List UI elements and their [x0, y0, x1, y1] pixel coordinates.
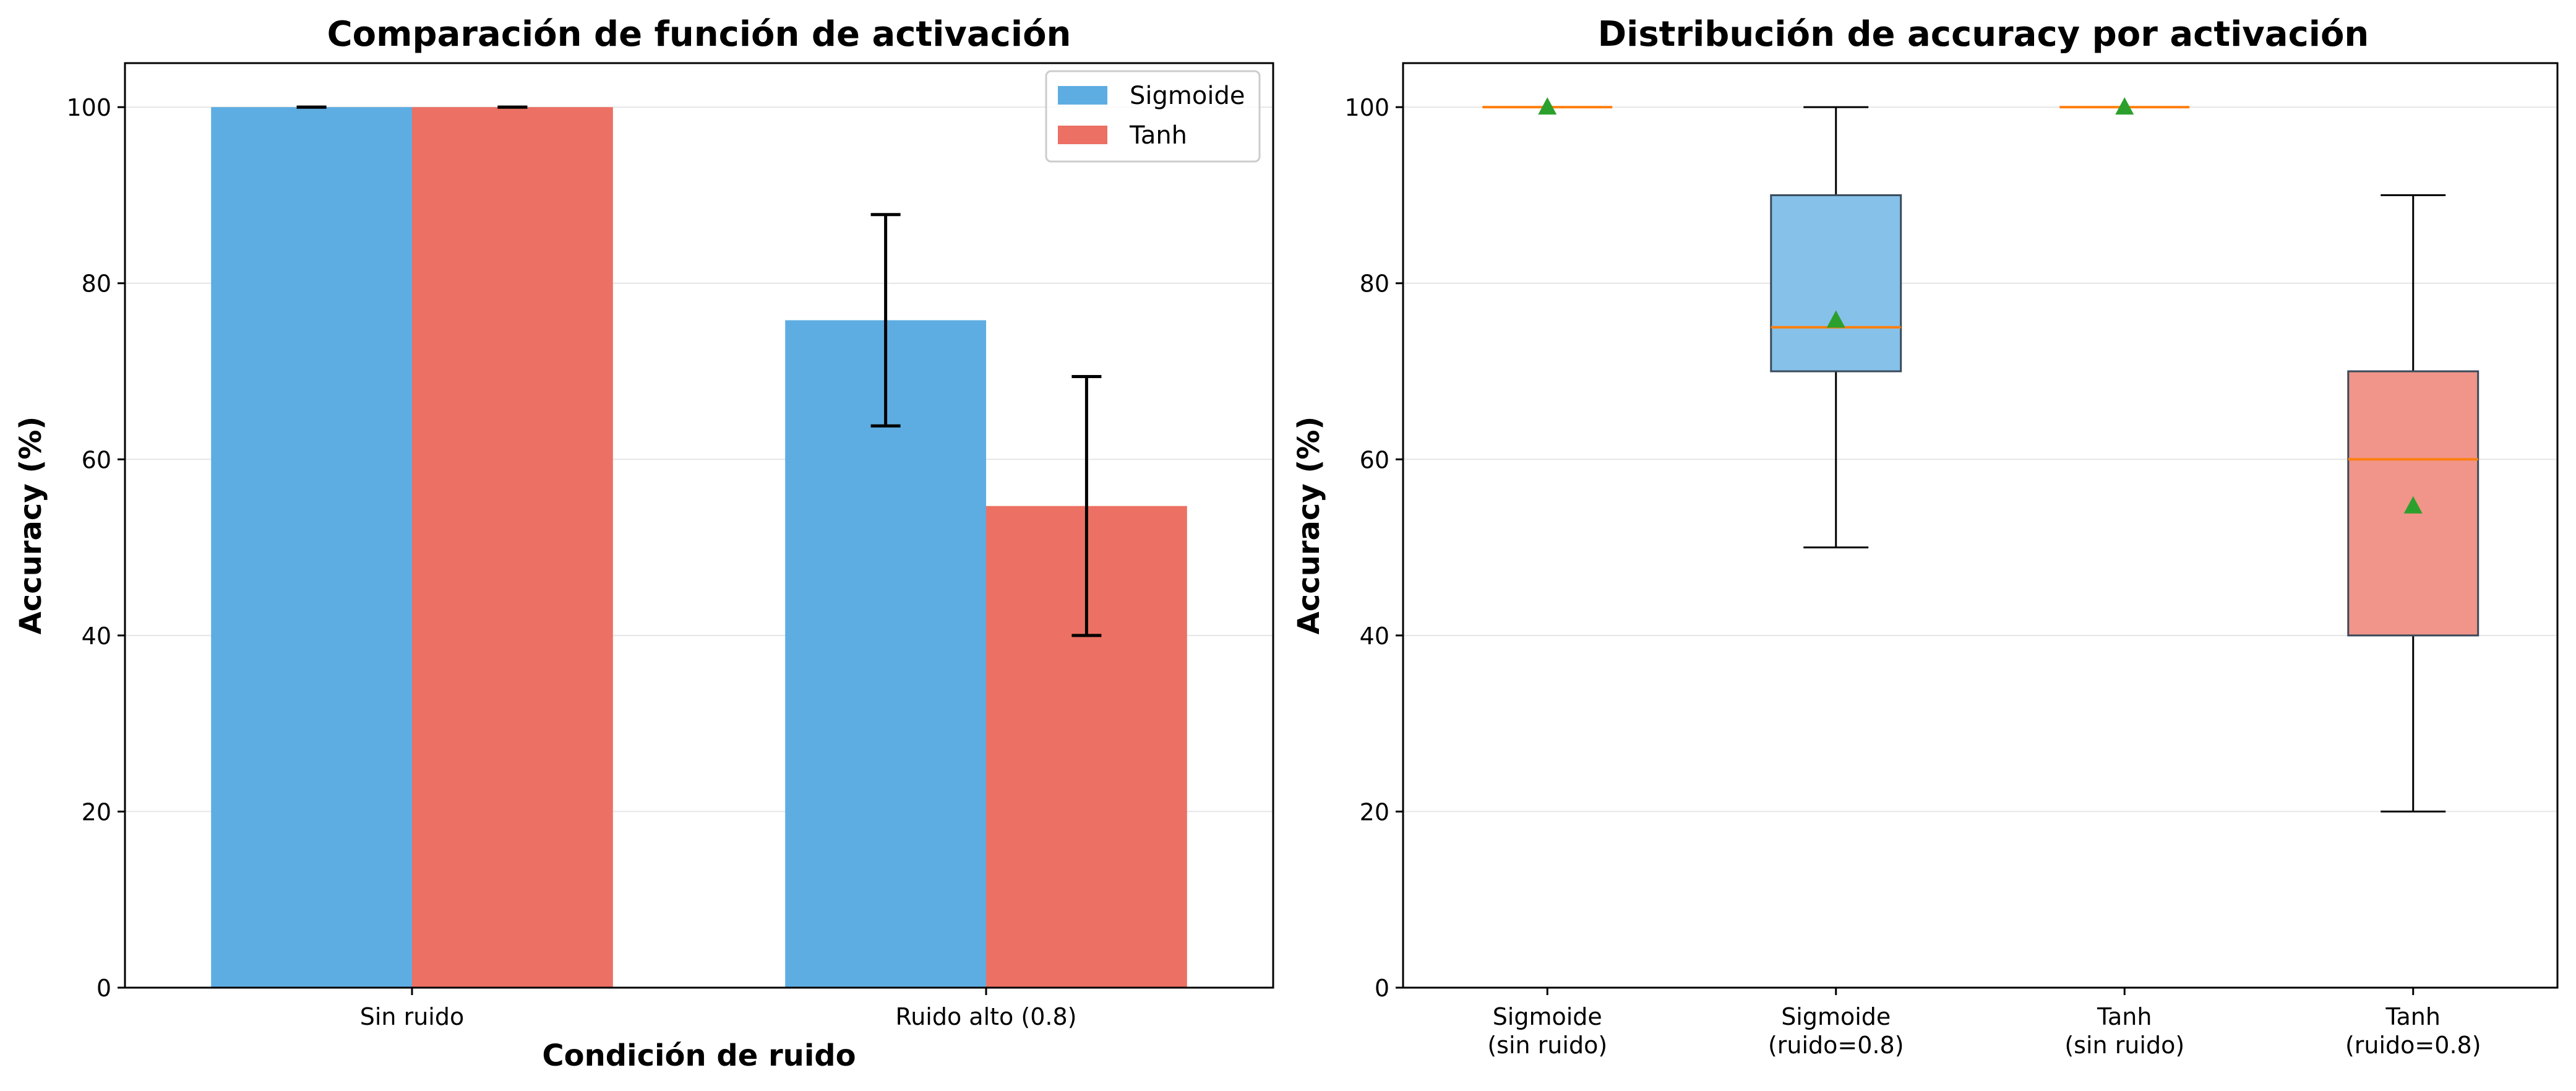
- x-tick-label: (ruido=0.8): [2345, 1032, 2481, 1059]
- mean-marker: [2115, 97, 2134, 115]
- x-tick-label: (ruido=0.8): [1768, 1032, 1904, 1059]
- x-tick-label: Sigmoide: [1493, 1003, 1602, 1030]
- bar-chart-y-ticks: 0 20 40 60 80 100: [66, 94, 125, 1002]
- box-body: [1770, 194, 1902, 373]
- y-tick-label: 40: [1360, 623, 1389, 650]
- legend-label-sigmoide: Sigmoide: [1130, 82, 1245, 110]
- box-plot-y-ticks: 0 20 40 60 80 100: [1344, 94, 1403, 1002]
- bar-chart-frame: [124, 62, 1274, 989]
- x-tick-label: Tanh: [2385, 1003, 2441, 1030]
- bar-chart-bars: [211, 107, 1187, 988]
- y-tick-label: 80: [82, 270, 111, 298]
- bar-chart-y-axis-label: Accuracy (%): [14, 416, 48, 635]
- y-tick-label: 60: [82, 446, 111, 473]
- x-tick-label: Sin ruido: [360, 1003, 464, 1030]
- bar-chart-panel: Comparación de función de activación 0 20…: [14, 14, 1274, 1073]
- bar-tanh-0: [412, 107, 613, 988]
- box-plot-panel: Distribución de accuracy por activación …: [1292, 14, 2559, 1059]
- error-bar-tanh-1: [1071, 375, 1102, 637]
- bar-sigmoide-0: [211, 107, 412, 988]
- y-tick-label: 0: [1375, 975, 1389, 1002]
- box-plot-frame: [1402, 62, 2559, 989]
- y-tick-label: 0: [97, 975, 111, 1002]
- legend-swatch-sigmoide: [1058, 86, 1107, 105]
- box-plot-title: Distribución de accuracy por activación: [1598, 14, 2369, 54]
- box-0: [1482, 97, 1613, 115]
- x-tick-label: Ruido alto (0.8): [896, 1003, 1077, 1030]
- x-tick-label: (sin ruido): [2064, 1032, 2184, 1059]
- y-tick-label: 100: [1344, 94, 1389, 121]
- box-2: [2059, 97, 2190, 115]
- y-tick-label: 20: [82, 798, 111, 826]
- bar-chart-legend: Sigmoide Tanh: [1045, 70, 1261, 163]
- box-plot-boxes: [1482, 97, 2479, 813]
- bar-sigmoide-1: [785, 320, 986, 988]
- x-tick-label: Tanh: [2097, 1003, 2152, 1030]
- y-tick-label: 20: [1360, 798, 1389, 826]
- box-plot-y-axis-label: Accuracy (%): [1292, 416, 1326, 635]
- bar-chart-error-bars: [296, 105, 1102, 637]
- mean-marker: [1538, 97, 1557, 115]
- y-tick-label: 80: [1360, 270, 1389, 298]
- mean-marker: [2403, 496, 2423, 514]
- bar-chart-x-axis-label: Condición de ruido: [542, 1038, 856, 1073]
- x-tick-label: (sin ruido): [1487, 1032, 1607, 1059]
- mean-marker: [1826, 310, 1845, 328]
- x-tick-label: Sigmoide: [1781, 1003, 1891, 1030]
- legend-label-tanh: Tanh: [1129, 121, 1187, 150]
- error-bar-sigmoide-1: [870, 213, 901, 428]
- bar-chart-title: Comparación de función de activación: [327, 14, 1071, 54]
- box-plot-x-ticks: Sigmoide(sin ruido)Sigmoide(ruido=0.8)Ta…: [1487, 988, 2481, 1059]
- box-1: [1770, 106, 1902, 549]
- bar-chart-x-ticks: Sin ruido Ruido alto (0.8): [360, 988, 1077, 1030]
- y-tick-label: 100: [66, 94, 111, 121]
- legend-swatch-tanh: [1058, 126, 1107, 144]
- y-tick-label: 60: [1360, 446, 1389, 473]
- y-tick-label: 40: [82, 623, 111, 650]
- box-3: [2347, 194, 2479, 813]
